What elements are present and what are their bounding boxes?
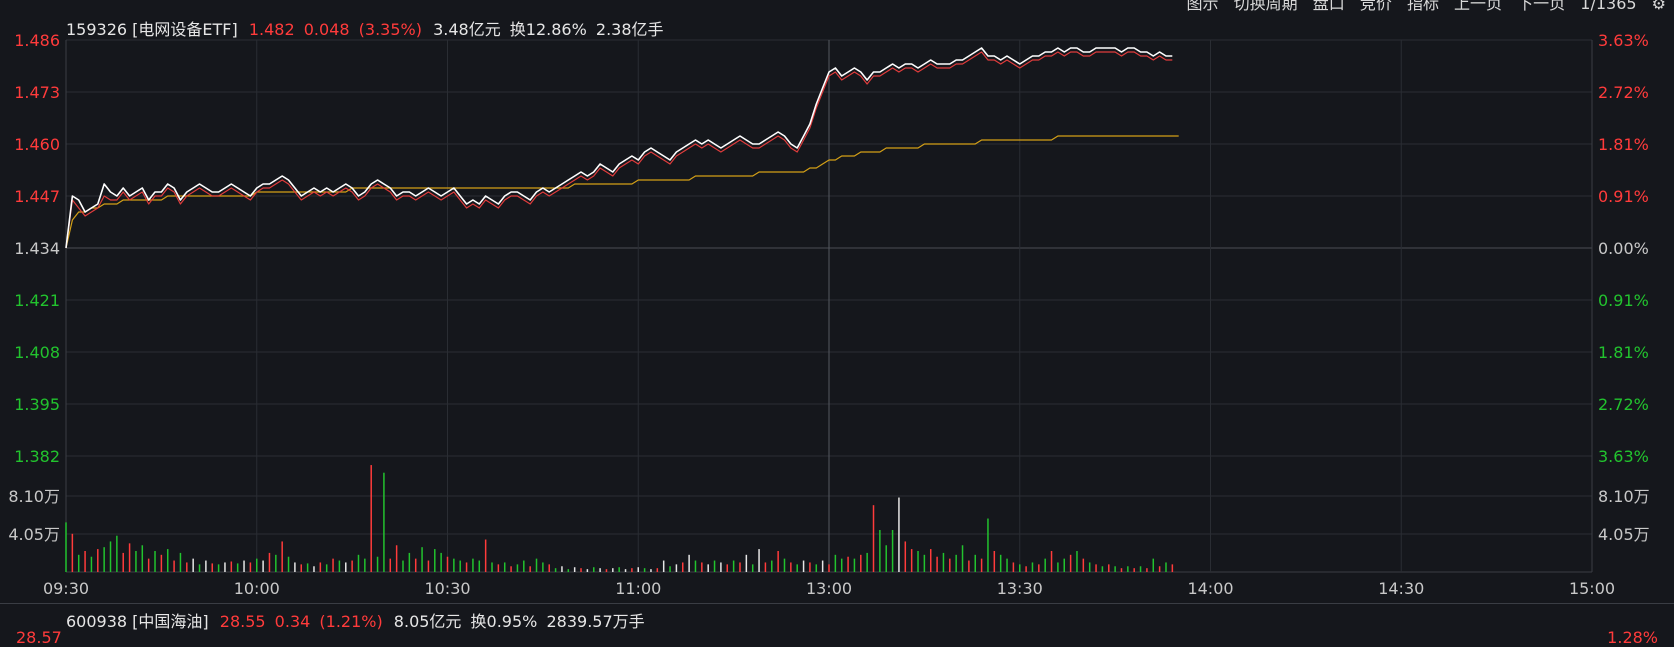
chart1-pct: (3.35%) — [358, 20, 422, 39]
chart2-code: 600938 — [66, 612, 128, 631]
chart2-quote-bar: 600938 [中国海油] 28.55 0.34 (1.21%) 8.05亿元 … — [66, 608, 651, 632]
y-tick-label-right: 3.63% — [1598, 31, 1649, 50]
red-line — [65, 51, 1173, 249]
panel-divider — [0, 603, 1674, 604]
y-tick-label-left: 1.447 — [14, 187, 60, 206]
chart2-right-tick: 1.28% — [1607, 628, 1658, 647]
y-tick-label-left: 1.434 — [14, 239, 60, 258]
y-axis-left: 1.486 1.473 1.460 1.447 1.434 1.421 1.408 1.395… — [14, 31, 60, 466]
settings-icon[interactable]: ⚙ — [1651, 0, 1666, 12]
y-tick-label-left: 1.395 — [14, 395, 60, 414]
x-tick-label: 13:00 — [806, 579, 852, 598]
chart2-volume: 2839.57万手 — [546, 612, 645, 631]
average-price-line — [65, 135, 1179, 249]
x-tick-label: 11:00 — [615, 579, 661, 598]
chart1-amount: 3.48亿元 — [433, 20, 501, 39]
price-lines — [65, 47, 1179, 249]
toolbar-item-prev-page[interactable]: 上一页 — [1454, 0, 1503, 12]
chart2-amount: 8.05亿元 — [393, 612, 462, 631]
chart2-turnover: 换0.95% — [470, 612, 538, 631]
chart1-price: 1.482 — [248, 20, 295, 39]
toolbar-item-indicator[interactable]: 指标 — [1406, 0, 1439, 12]
x-axis: 09:30 10:00 10:30 11:00 13:00 13:30 14:00 14:30… — [43, 579, 1615, 598]
toolbar-item-legend[interactable]: 图示 — [1186, 0, 1219, 12]
y-tick-label-right: 0.91% — [1598, 291, 1649, 310]
chart1-name: [电网设备ETF] — [132, 20, 238, 39]
toolbar-item-auction[interactable]: 竞价 — [1359, 0, 1392, 12]
x-tick-label: 13:30 — [997, 579, 1043, 598]
volume-bars — [65, 465, 1174, 572]
chart1-turnover: 换12.86% — [509, 20, 587, 39]
price-line — [65, 47, 1173, 249]
x-tick-label: 10:30 — [424, 579, 470, 598]
chart1-code: 159326 — [66, 20, 128, 39]
toolbar-item-next-page[interactable]: 下一页 — [1517, 0, 1566, 12]
y-tick-label-right: 1.81% — [1598, 135, 1649, 154]
y-tick-label-left: 1.408 — [14, 343, 60, 362]
y-tick-label-left: 1.486 — [14, 31, 60, 50]
x-tick-label: 14:30 — [1378, 579, 1424, 598]
x-tick-label: 10:00 — [234, 579, 280, 598]
x-tick-label: 09:30 — [43, 579, 89, 598]
volume-tick-label-left: 4.05万 — [8, 525, 60, 544]
y-tick-label-right: 2.72% — [1598, 395, 1649, 414]
chart2-change: 0.34 — [274, 612, 311, 631]
y-tick-label-right: 2.72% — [1598, 83, 1649, 102]
toolbar-item-orderbook[interactable]: 盘口 — [1312, 0, 1345, 12]
chart2-price: 28.55 — [219, 612, 266, 631]
toolbar-items: 图示 切换周期 盘口 竞价 指标 上一页 下一页 1/1365 ⚙ — [1177, 0, 1667, 12]
volume-axis-labels: 8.10万 8.10万 4.05万 4.05万 — [8, 487, 1649, 544]
y-tick-label-right: 1.81% — [1598, 343, 1649, 362]
x-tick-label: 14:00 — [1187, 579, 1233, 598]
y-tick-label-left: 1.460 — [14, 135, 60, 154]
intraday-chart[interactable]: 1.486 1.473 1.460 1.447 1.434 1.421 1.408 1.395… — [0, 0, 1674, 600]
toolbar-item-period[interactable]: 切换周期 — [1233, 0, 1298, 12]
chart1-volume: 2.38亿手 — [595, 20, 664, 39]
x-tick-label: 15:00 — [1569, 579, 1615, 598]
top-toolbar: 图示 切换周期 盘口 竞价 指标 上一页 下一页 1/1365 ⚙ — [0, 0, 1674, 12]
y-tick-label-right: 0.00% — [1598, 239, 1649, 258]
volume-tick-label-right: 8.10万 — [1598, 487, 1650, 506]
volume-tick-label-right: 4.05万 — [1598, 525, 1650, 544]
y-tick-label-left: 1.421 — [14, 291, 60, 310]
chart2-pct: (1.21%) — [319, 612, 383, 631]
chart1-change: 0.048 — [303, 20, 350, 39]
page-indicator: 1/1365 — [1580, 0, 1637, 12]
volume-tick-label-left: 8.10万 — [8, 487, 60, 506]
chart-grid — [65, 39, 1593, 573]
y-axis-right: 3.63% 2.72% 1.81% 0.91% 0.00% 0.91% 1.81% 2.72%… — [1598, 31, 1649, 466]
chart2-name: [中国海油] — [132, 612, 209, 631]
y-tick-label-right: 0.91% — [1598, 187, 1649, 206]
chart2-left-tick: 28.57 — [16, 628, 62, 647]
y-tick-label-right: 3.63% — [1598, 447, 1649, 466]
y-tick-label-left: 1.473 — [14, 83, 60, 102]
y-tick-label-left: 1.382 — [14, 447, 60, 466]
chart1-quote-bar: 159326 [电网设备ETF] 1.482 0.048 (3.35%) 3.4… — [66, 16, 670, 40]
